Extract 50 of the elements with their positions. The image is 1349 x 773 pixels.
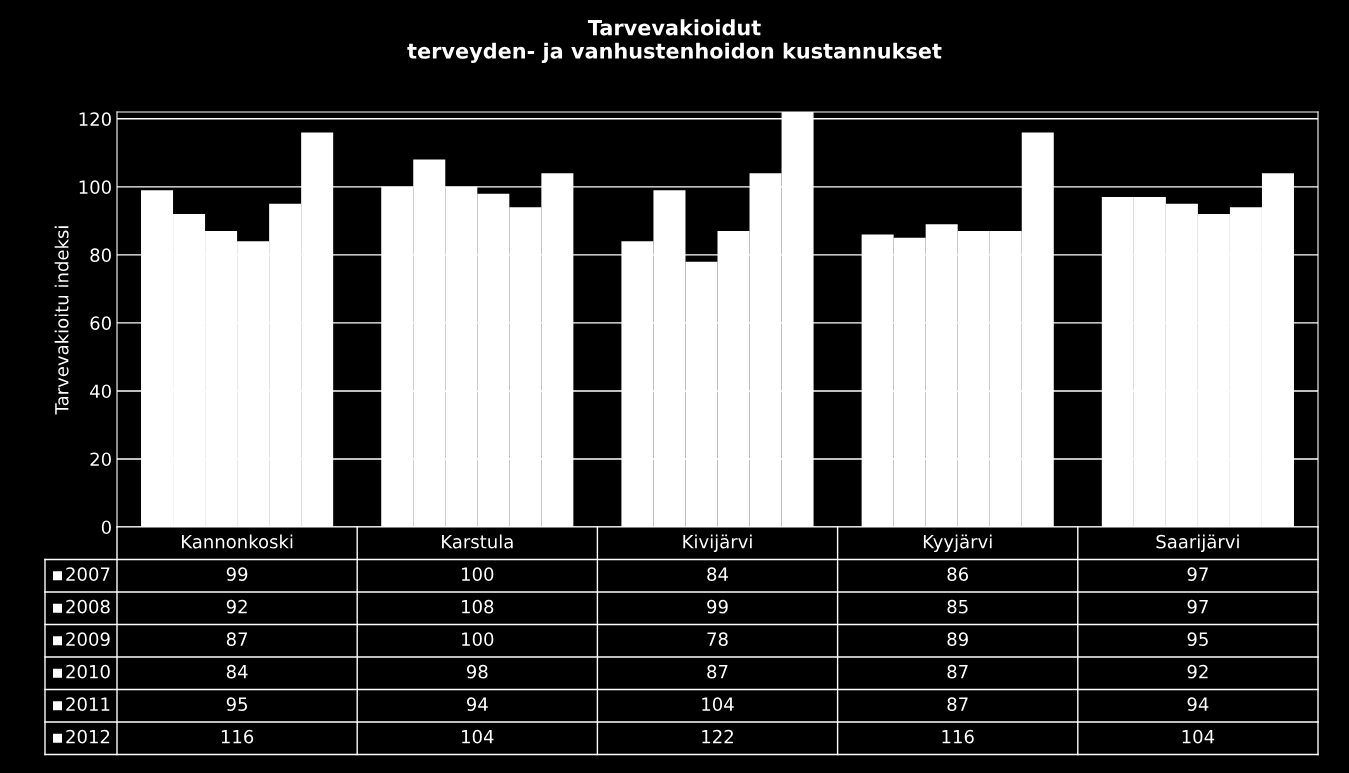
legend-label: 2009 — [66, 632, 110, 646]
data-label: 78 — [707, 632, 728, 646]
data-label: 94 — [1187, 697, 1209, 711]
data-label: 108 — [462, 599, 494, 614]
data-label: 87 — [947, 664, 968, 679]
y-tick-label: 60 — [90, 316, 111, 331]
legend-label: 2008 — [66, 599, 110, 614]
data-label: 104 — [462, 729, 494, 744]
data-label: 85 — [947, 599, 968, 614]
data-label: 87 — [707, 664, 728, 679]
y-tick-label: 20 — [90, 452, 111, 467]
data-label: 98 — [466, 664, 488, 679]
x-tick-label: Kyyjärvi — [923, 534, 992, 552]
y-tick-label: 80 — [90, 248, 111, 262]
data-label: 92 — [1187, 664, 1208, 679]
y-axis-title: Tarvevakioitu indeksi — [54, 226, 69, 415]
data-label: 95 — [1187, 632, 1208, 646]
x-tick-label: Kivijärvi — [683, 534, 752, 552]
data-label: 97 — [1187, 567, 1208, 581]
chart-title: Tarvevakioidut terveyden- ja vanhustenhoidon kustannukset — [407, 19, 942, 63]
data-label: 87 — [947, 697, 968, 711]
x-tick-label: Saarijärvi — [1156, 534, 1239, 552]
data-label: 86 — [947, 567, 969, 581]
data-label: 116 — [221, 729, 254, 744]
legend-label: 2012 — [66, 729, 110, 744]
legend-label: 2007 — [66, 567, 110, 581]
data-label: 97 — [1187, 599, 1208, 614]
data-label: 84 — [707, 567, 728, 581]
data-label: 94 — [466, 697, 488, 711]
data-label: 89 — [947, 632, 968, 646]
legend-label: 2010 — [66, 664, 110, 679]
legend-label: 2011 — [66, 697, 110, 711]
data-label: 84 — [226, 664, 248, 679]
x-tick-label: Kannonkoski — [182, 534, 293, 549]
x-tick-label: Karstula — [442, 534, 513, 549]
y-tick-label: 40 — [90, 384, 111, 399]
data-label: 100 — [462, 632, 494, 646]
y-tick-label: 120 — [79, 112, 111, 126]
data-label: 92 — [226, 599, 247, 614]
data-label: 104 — [702, 697, 734, 711]
y-tick-label: 100 — [79, 180, 111, 194]
y-tick-label: 0 — [101, 520, 111, 535]
data-label: 100 — [462, 567, 494, 581]
data-label: 122 — [702, 729, 733, 744]
data-label: 104 — [1182, 729, 1215, 744]
data-label: 95 — [226, 697, 248, 711]
data-label: 116 — [942, 729, 974, 744]
data-label: 99 — [226, 567, 248, 581]
data-label: 87 — [226, 632, 248, 646]
data-label: 99 — [707, 599, 728, 614]
